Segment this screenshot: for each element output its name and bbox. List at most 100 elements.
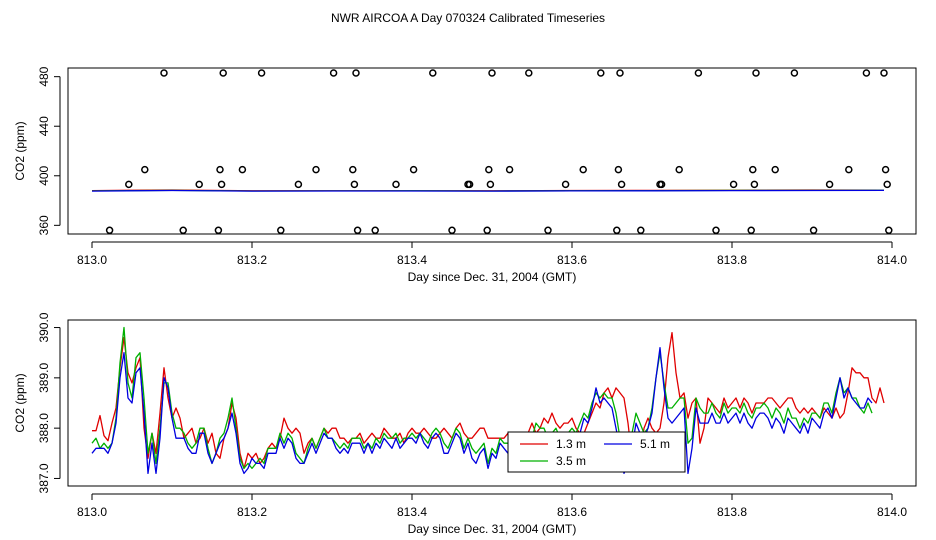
calibration-point [525, 69, 533, 77]
calibration-point [729, 180, 738, 189]
figure-title: NWR AIRCOA A Day 070324 Calibrated Times… [331, 11, 605, 25]
calibration-point [125, 180, 133, 189]
calibration-point [409, 165, 418, 174]
calibration-point [160, 69, 168, 77]
x-tick-label-813-0: 813.0 [77, 505, 107, 519]
calibration-point [294, 180, 303, 189]
series-line-5-1-m [91, 347, 873, 475]
x-tick-label-813-2: 813.2 [237, 253, 267, 267]
top-plot-frame [67, 67, 917, 235]
calibration-point [790, 69, 799, 77]
x-tick-label-813-0: 813.0 [77, 253, 107, 267]
calibration-point [195, 180, 203, 189]
bottom-plot-frame [67, 319, 917, 487]
calibration-point [845, 165, 853, 174]
calibration-point [214, 226, 223, 235]
x-tick-label-813-6: 813.6 [557, 505, 587, 519]
top-axes: 813.0 813.2 813.4 813.6 813.8 814.0 360 400 440 4… [37, 66, 907, 267]
calibration-point [329, 69, 338, 77]
calibration-point [429, 69, 437, 77]
x-tick-label-813-8: 813.8 [717, 505, 747, 519]
calibration-point [809, 226, 818, 235]
calibration-point [448, 226, 456, 235]
legend-label-5-1m: 5.1 m [640, 437, 670, 451]
legend-label-1-3m: 1.3 m [556, 437, 586, 451]
calibration-point [217, 180, 226, 189]
y-tick-label-440: 440 [37, 116, 51, 136]
calibration-point [483, 226, 491, 235]
x-tick-label-813-8: 813.8 [717, 253, 747, 267]
x-tick-label-813-2: 813.2 [237, 505, 267, 519]
calibration-point [881, 165, 890, 174]
calibration-point [141, 165, 149, 174]
calibration-point [312, 165, 320, 174]
calibration-point [614, 165, 623, 174]
bottom-panel: 813.0 813.2 813.4 813.6 813.8 814.0 387.0 388.0… [13, 312, 917, 536]
x-tick-label-813-4: 813.4 [397, 253, 427, 267]
calibration-point [179, 226, 187, 235]
top-y-axis-label: CO2 (ppm) [13, 121, 27, 180]
calibration-point [238, 165, 247, 174]
calibration-point [465, 180, 474, 189]
top-series [91, 189, 885, 192]
bottom-series [91, 326, 885, 475]
series-line-5-1-m [91, 189, 885, 192]
y-tick-label-389-0: 389.0 [37, 363, 51, 393]
calibration-point [505, 165, 514, 174]
y-tick-label-388-0: 388.0 [37, 413, 51, 443]
calibration-point [750, 180, 759, 189]
legend-label-3-5m: 3.5 m [556, 454, 586, 468]
y-tick-label-387-0: 387.0 [37, 463, 51, 493]
bottom-axes: 813.0 813.2 813.4 813.6 813.8 814.0 387.0 388.0… [37, 312, 907, 519]
y-tick-label-400: 400 [37, 165, 51, 185]
calibration-point [617, 180, 626, 189]
calibration-point [675, 165, 683, 174]
legend: 1.3 m 5.1 m 3.5 m [507, 431, 686, 473]
calibration-point [544, 226, 552, 235]
x-tick-label-813-6: 813.6 [557, 253, 587, 267]
bottom-x-axis-label: Day since Dec. 31, 2004 (GMT) [408, 522, 577, 536]
top-x-axis-label: Day since Dec. 31, 2004 (GMT) [408, 270, 577, 284]
calibration-point [657, 180, 666, 189]
x-tick-label-813-4: 813.4 [397, 505, 427, 519]
calibration-point [485, 165, 493, 174]
calibration-point [392, 180, 400, 189]
calibration-point [349, 165, 357, 174]
calibration-point [488, 69, 496, 77]
calibration-point [825, 180, 834, 189]
calibration-point [637, 226, 645, 235]
calibration-point [353, 226, 362, 235]
calibration-point [105, 226, 114, 235]
calibration-point [616, 69, 624, 77]
calibration-point [561, 180, 570, 189]
calibration-point [880, 69, 888, 77]
calibration-point [597, 69, 605, 77]
x-tick-label-814-0: 814.0 [877, 253, 907, 267]
legend-box [507, 431, 686, 473]
top-panel: 813.0 813.2 813.4 813.6 813.8 814.0 360 400 440 4… [13, 66, 917, 284]
y-tick-label-360: 360 [37, 215, 51, 235]
calibration-point [694, 69, 703, 77]
top-calibration-points [105, 69, 893, 235]
calibration-point [216, 165, 224, 174]
calibration-point [352, 69, 360, 77]
series-line-3-5-m [91, 326, 873, 470]
series-line-1-3-m [92, 331, 885, 470]
calibration-point [277, 226, 285, 235]
calibration-point [885, 226, 893, 235]
calibration-point [579, 165, 587, 174]
calibration-point [257, 69, 266, 77]
calibration-point [752, 69, 760, 77]
calibration-point [862, 69, 871, 77]
calibration-point [350, 180, 359, 189]
y-tick-label-480: 480 [37, 66, 51, 86]
calibration-point [712, 226, 720, 235]
x-tick-label-814-0: 814.0 [877, 505, 907, 519]
calibration-point [613, 226, 621, 235]
calibration-point [771, 165, 779, 174]
calibration-point [883, 180, 891, 189]
calibration-point [486, 180, 495, 189]
y-tick-label-390-0: 390.0 [37, 312, 51, 342]
calibration-point [749, 165, 757, 174]
